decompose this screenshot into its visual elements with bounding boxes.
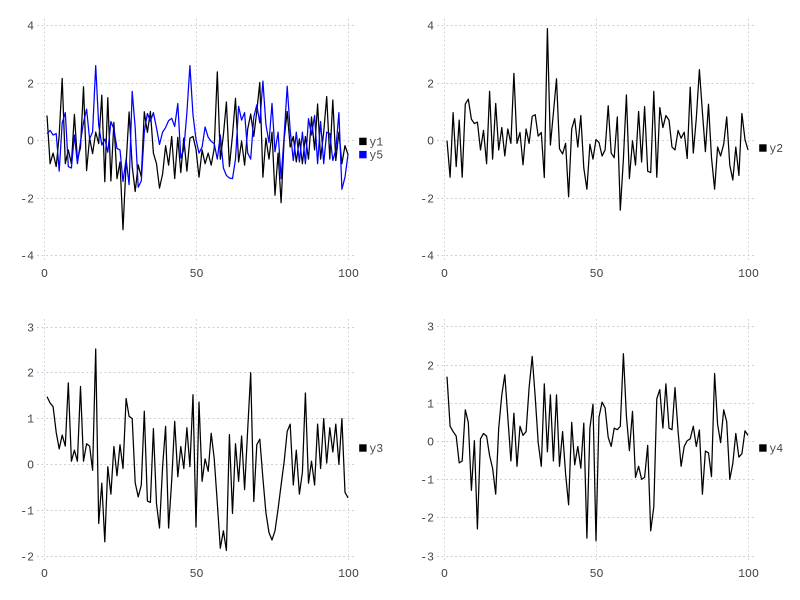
- svg-text:O: O: [41, 568, 48, 581]
- svg-text:1OO: 1OO: [338, 268, 359, 281]
- svg-text:4: 4: [27, 21, 34, 34]
- svg-text:-1: -1: [20, 506, 34, 519]
- svg-text:2: 2: [427, 361, 434, 374]
- svg-text:2: 2: [27, 79, 34, 92]
- svg-text:3: 3: [27, 323, 34, 336]
- svg-text:y3: y3: [369, 443, 383, 456]
- svg-text:O: O: [27, 460, 34, 473]
- svg-text:-1: -1: [420, 475, 434, 488]
- svg-text:-2: -2: [20, 552, 34, 565]
- svg-text:O: O: [427, 136, 434, 149]
- svg-text:y1: y1: [369, 136, 383, 149]
- svg-text:O: O: [441, 568, 448, 581]
- svg-text:1OO: 1OO: [338, 568, 359, 581]
- svg-text:O: O: [427, 437, 434, 450]
- svg-text:2: 2: [427, 79, 434, 92]
- svg-text:-4: -4: [20, 251, 34, 264]
- svg-text:5O: 5O: [590, 568, 604, 581]
- svg-text:O: O: [41, 268, 48, 281]
- svg-text:4: 4: [427, 21, 434, 34]
- svg-text:2: 2: [27, 368, 34, 381]
- svg-text:1OO: 1OO: [738, 268, 759, 281]
- svg-text:1: 1: [27, 414, 34, 427]
- svg-text:1OO: 1OO: [738, 568, 759, 581]
- svg-text:-3: -3: [420, 552, 434, 565]
- svg-text:y2: y2: [769, 143, 783, 156]
- svg-text:-2: -2: [20, 194, 34, 207]
- svg-text:5O: 5O: [190, 568, 204, 581]
- svg-text:1: 1: [427, 399, 434, 412]
- svg-text:y4: y4: [769, 443, 783, 456]
- svg-text:y5: y5: [369, 150, 383, 163]
- svg-text:-4: -4: [420, 251, 434, 264]
- svg-text:5O: 5O: [590, 268, 604, 281]
- svg-text:5O: 5O: [190, 268, 204, 281]
- svg-text:-2: -2: [420, 194, 434, 207]
- svg-text:O: O: [441, 268, 448, 281]
- svg-text:3: 3: [427, 322, 434, 335]
- svg-text:O: O: [27, 136, 34, 149]
- svg-text:-2: -2: [420, 513, 434, 526]
